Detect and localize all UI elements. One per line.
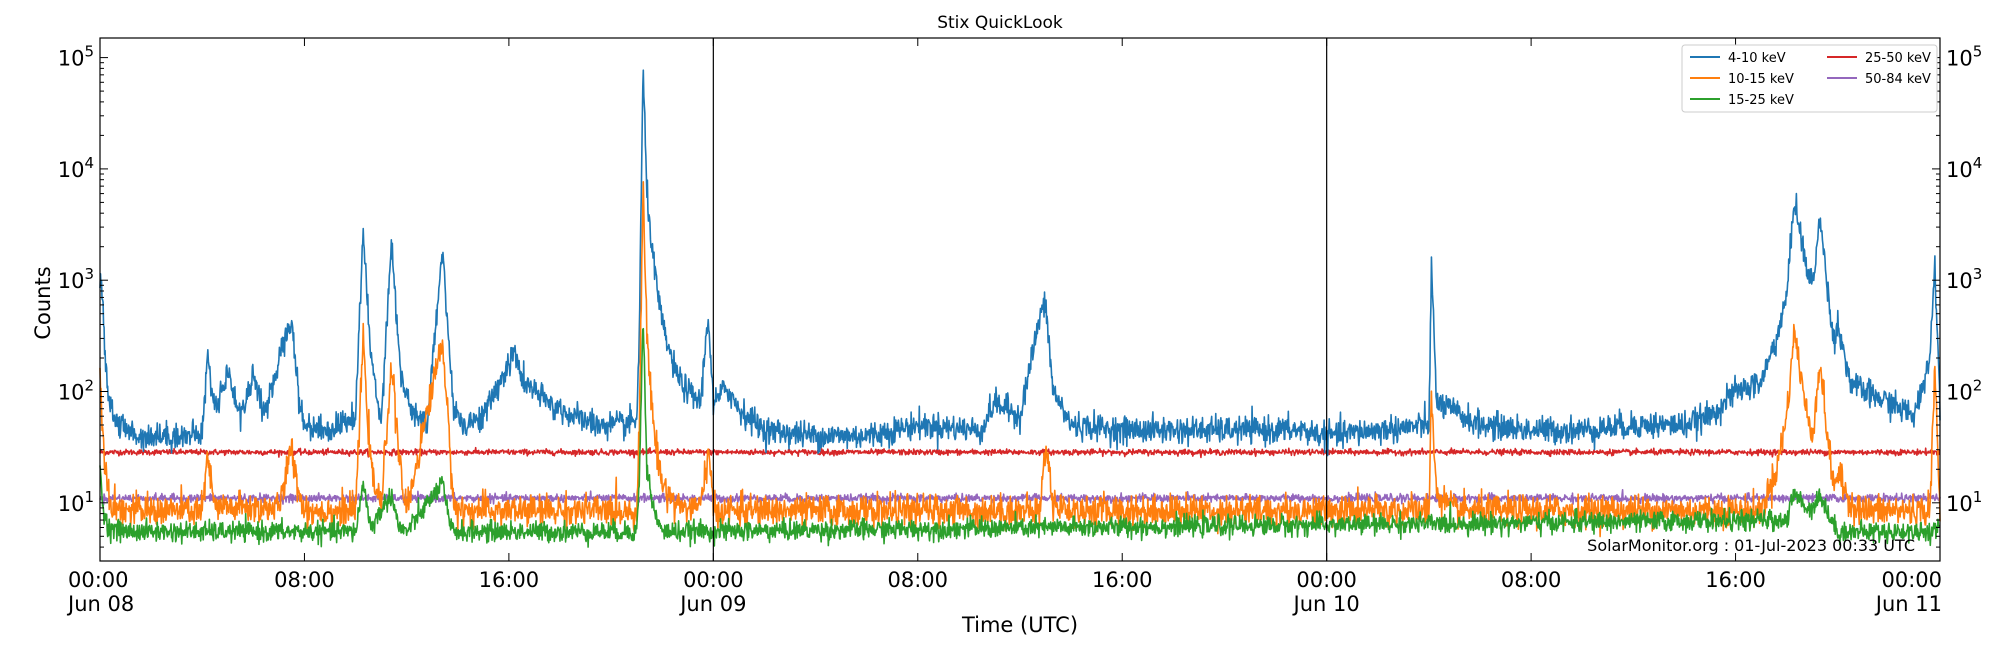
x-tick-label: Jun 11 xyxy=(1874,592,1942,616)
y-tick-exponent: 5 xyxy=(1973,43,1983,61)
x-tick-label: 00:00 xyxy=(683,568,744,592)
x-tick-label: 08:00 xyxy=(888,568,949,592)
y-tick-label-right: 105 xyxy=(1946,43,1982,71)
x-tick-label: 16:00 xyxy=(1092,568,1153,592)
y-tick-exponent: 5 xyxy=(84,43,94,61)
x-tick-label: Jun 08 xyxy=(66,592,134,616)
x-tick-label: Jun 10 xyxy=(1292,592,1360,616)
y-tick-exponent: 3 xyxy=(1973,265,1983,283)
y-tick-label-left: 104 xyxy=(58,154,94,182)
y-tick-exponent: 1 xyxy=(1973,488,1983,506)
series-line-15-25-kev xyxy=(99,327,1941,548)
x-tick-label: 00:00 xyxy=(1881,568,1942,592)
credit-text: SolarMonitor.org : 01-Jul-2023 00:33 UTC xyxy=(1587,536,1915,555)
chart-title: Stix QuickLook xyxy=(937,13,1063,33)
x-tick-label: Jun 09 xyxy=(678,592,746,616)
legend: 4-10 keV 10-15 keV 15-25 keV 25-50 keV 50-84… xyxy=(1681,44,1938,113)
y-tick-label-left: 101 xyxy=(58,488,94,516)
legend-label-15-25-kev: 15-25 keV xyxy=(1728,93,1794,108)
x-tick-label: 16:00 xyxy=(1705,568,1766,592)
y-tick-label-right: 103 xyxy=(1946,265,1982,293)
legend-label-10-15-kev: 10-15 keV xyxy=(1728,72,1794,87)
x-axis-title: Time (UTC) xyxy=(961,613,1078,637)
y-tick-labels-left: 101 102 103 104 105 xyxy=(58,43,94,516)
x-tick-label: 16:00 xyxy=(479,568,540,592)
y-tick-label-left: 102 xyxy=(58,377,94,405)
legend-label-50-84-kev: 50-84 keV xyxy=(1865,72,1931,87)
y-tick-label-right: 101 xyxy=(1946,488,1982,516)
y-tick-label-left: 103 xyxy=(58,265,94,293)
x-tick-label: 00:00 xyxy=(1296,568,1357,592)
day-boundary-lines xyxy=(712,38,1328,561)
series-layer xyxy=(99,69,1941,548)
y-tick-exponent: 2 xyxy=(84,377,94,395)
y-tick-exponent: 2 xyxy=(1973,377,1983,395)
series-line-10-15-kev xyxy=(99,181,1941,538)
tick-marks xyxy=(99,38,1941,562)
legend-box xyxy=(1681,44,1938,113)
y-tick-exponent: 4 xyxy=(84,154,94,172)
y-tick-label-left: 105 xyxy=(58,43,94,71)
y-tick-labels-right: 101 102 103 104 105 xyxy=(1946,43,1982,516)
series-line-4-10-kev xyxy=(99,69,1941,457)
x-tick-label: 08:00 xyxy=(274,568,335,592)
x-tick-label: 08:00 xyxy=(1501,568,1562,592)
y-tick-label-right: 104 xyxy=(1946,154,1982,182)
legend-label-4-10-kev: 4-10 keV xyxy=(1728,51,1786,66)
y-tick-exponent: 1 xyxy=(84,488,94,506)
y-tick-label-right: 102 xyxy=(1946,377,1982,405)
series-line-50-84-kev xyxy=(99,489,1941,506)
legend-label-25-50-kev: 25-50 keV xyxy=(1865,51,1931,66)
y-axis-title: Counts xyxy=(31,266,55,339)
y-tick-exponent: 4 xyxy=(1973,154,1983,172)
series-line-25-50-kev xyxy=(99,446,1941,459)
plot-frame xyxy=(99,37,1941,562)
x-tick-label: 00:00 xyxy=(68,568,129,592)
y-tick-exponent: 3 xyxy=(84,265,94,283)
